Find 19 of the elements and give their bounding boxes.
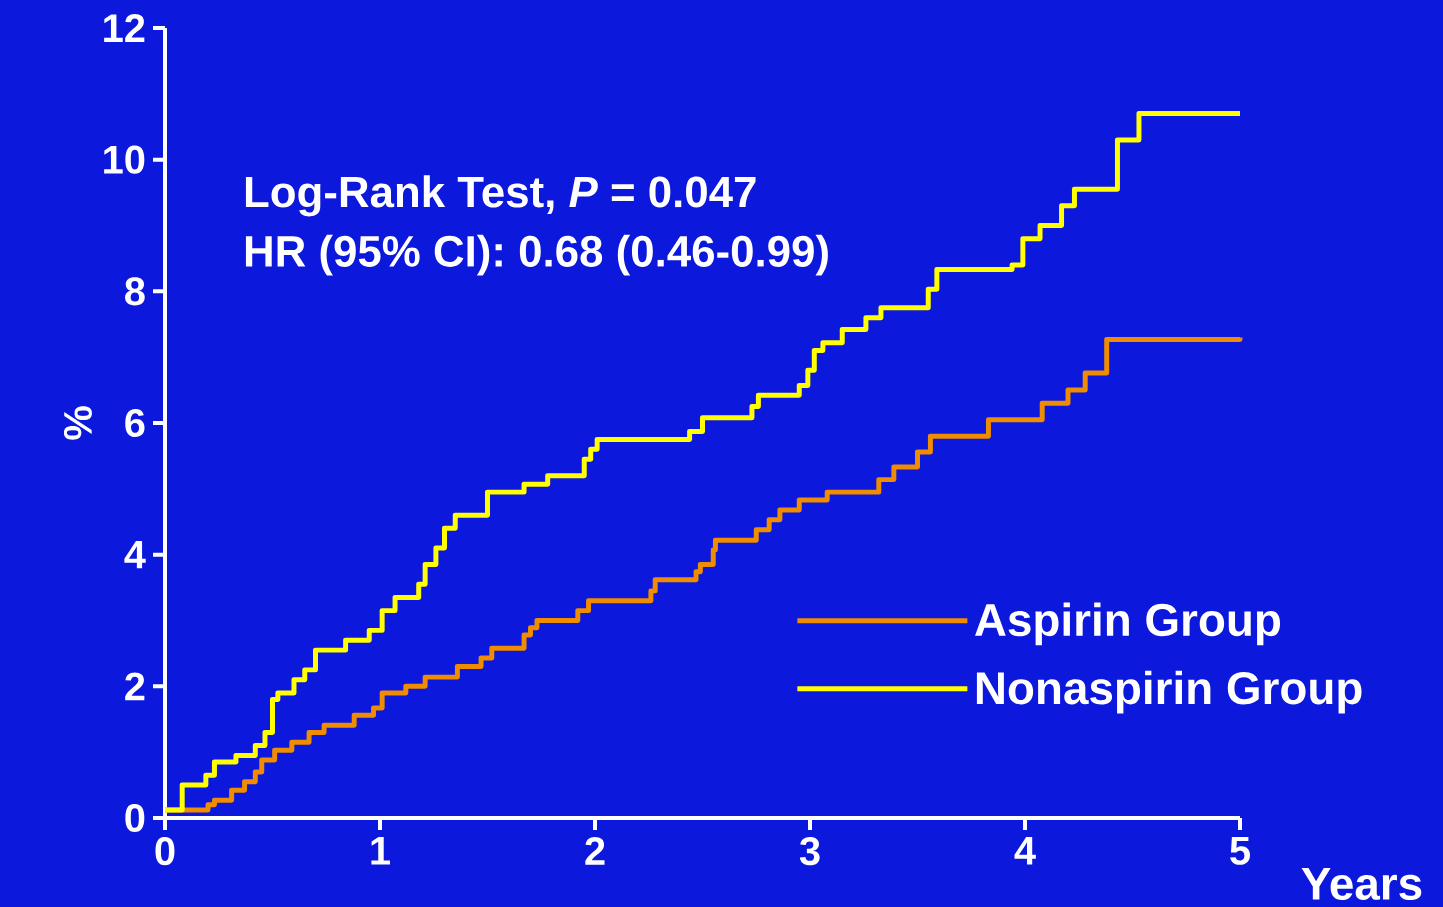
y-axis-title: % — [63, 406, 92, 440]
x-tick-label: 3 — [799, 837, 820, 866]
y-tick-label: 10 — [104, 145, 145, 174]
x-tick-label: 4 — [1014, 837, 1036, 865]
x-tick-label: 2 — [585, 837, 605, 865]
x-tick-label: 0 — [155, 837, 175, 866]
y-tick-label: 0 — [125, 803, 145, 833]
x-tick-label: 1 — [371, 837, 390, 865]
x-axis-title: Years — [1301, 868, 1422, 900]
y-tick-label: 2 — [125, 672, 145, 701]
legend-label: Nonaspirin Group — [976, 670, 1362, 714]
y-tick-label: 6 — [125, 408, 145, 438]
y-tick-label: 4 — [124, 540, 146, 569]
annotation: HR (95% CI): 0.68 (0.46-0.99) — [245, 234, 828, 276]
annotation: Log-Rank Test, P = 0.047 — [245, 175, 756, 217]
y-tick-label: 8 — [125, 277, 145, 306]
y-tick-label: 12 — [104, 14, 145, 42]
legend-label: Aspirin Group — [975, 602, 1281, 646]
x-tick-label: 5 — [1230, 837, 1250, 865]
